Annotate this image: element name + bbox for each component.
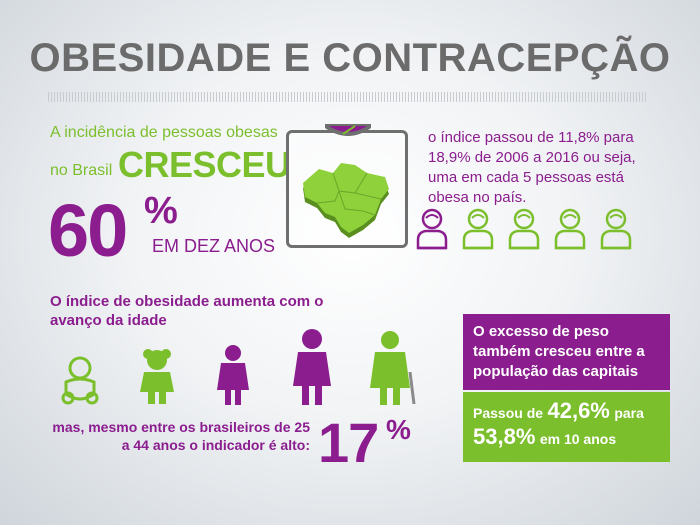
incidence-verb: CRESCEU [118, 144, 291, 185]
woman-icon [462, 208, 494, 250]
woman-icon [600, 208, 632, 250]
teen-icon [217, 345, 249, 405]
index-stat-text: o índice passou de 11,8% para 18,9% de 2… [428, 129, 636, 206]
child-icon [140, 349, 174, 404]
capitals-suffix: em 10 anos [539, 431, 617, 447]
incidence-line-1: A incidência de pessoas obesas [50, 124, 278, 141]
woman-icon [416, 208, 448, 250]
adult-value: 17 [318, 411, 379, 474]
brazil-map-icon [303, 163, 389, 238]
woman-icon [554, 208, 586, 250]
baby-icon [61, 356, 99, 405]
age-heading: O índice de obesidade aumenta com o avan… [50, 293, 324, 329]
page-title: OBESIDADE E CONTRACEPÇÃO [29, 36, 671, 80]
incidence-percent-sign: % [144, 190, 178, 232]
capitals-stat-box: Passou de 42,6% para 53,8% em 10 anos [463, 392, 670, 462]
capitals-prefix: Passou de [473, 405, 544, 421]
capitals-text: O excesso de peso também cresceu entre a… [473, 323, 645, 380]
brazil-map-frame [286, 130, 408, 248]
adult-range-text: mas, mesmo entre os brasileiros de 25 a … [52, 419, 310, 453]
incidence-value: 60 [48, 189, 128, 272]
elderly-icon [370, 331, 416, 405]
woman-icon [508, 208, 540, 250]
incidence-period: EM DEZ ANOS [152, 236, 276, 256]
capitals-heading-box: O excesso de peso também cresceu entre a… [463, 314, 670, 390]
compass-icon [325, 124, 371, 136]
title-divider [48, 92, 648, 102]
capitals-from-value: 42,6% [547, 398, 610, 423]
adult-icon [293, 329, 331, 405]
incidence-line-2: no Brasil [50, 162, 113, 179]
capitals-middle: para [614, 405, 644, 421]
capitals-to-value: 53,8% [473, 424, 536, 449]
adult-percent-sign: % [386, 414, 411, 445]
